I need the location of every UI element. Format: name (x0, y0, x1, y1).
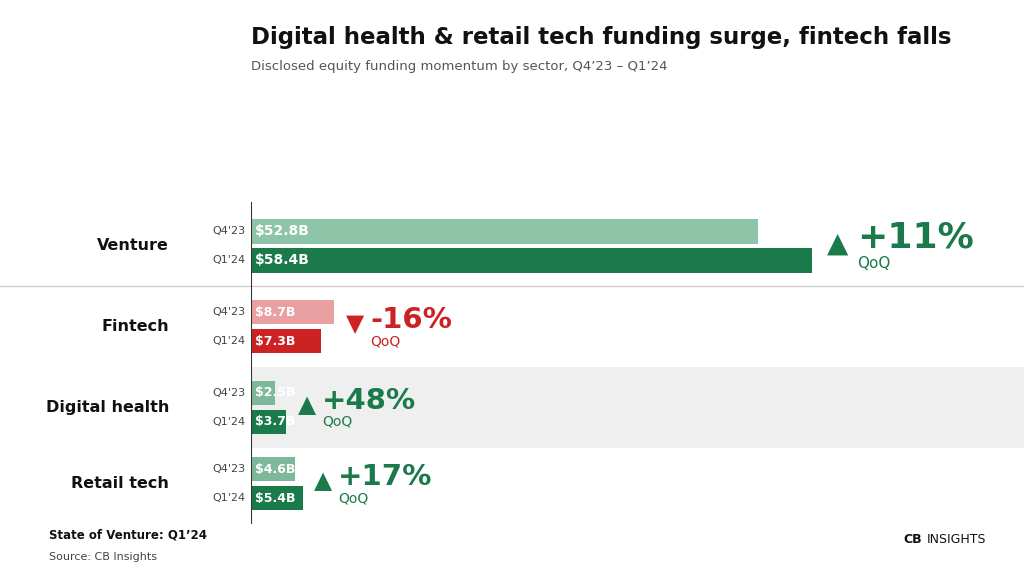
Text: $5.4B: $5.4B (255, 492, 295, 505)
Text: ▼: ▼ (346, 312, 365, 336)
Text: +48%: +48% (322, 386, 416, 415)
Text: Q1'24: Q1'24 (212, 256, 245, 266)
Text: $4.6B: $4.6B (255, 463, 295, 476)
Text: Digital health & retail tech funding surge, fintech falls: Digital health & retail tech funding sur… (251, 26, 951, 49)
Text: QoQ: QoQ (857, 256, 891, 271)
Text: QoQ: QoQ (338, 491, 369, 505)
Text: INSIGHTS: INSIGHTS (927, 533, 986, 546)
Bar (870, 544, 891, 548)
Text: -16%: -16% (370, 306, 452, 334)
Bar (251, 367, 1024, 448)
Bar (251, 457, 295, 482)
Text: Q4'23: Q4'23 (212, 307, 245, 317)
Text: Q4'23: Q4'23 (212, 226, 245, 236)
Bar (251, 381, 274, 405)
Text: $2.5B: $2.5B (255, 386, 295, 399)
Bar (82, 34, 93, 73)
Text: CB: CB (903, 533, 922, 546)
Bar (879, 537, 883, 556)
Text: Q4'23: Q4'23 (212, 388, 245, 397)
Text: ▲: ▲ (826, 229, 848, 257)
Bar (251, 300, 335, 324)
Text: Q1'24: Q1'24 (212, 494, 245, 503)
Text: Q4'23: Q4'23 (212, 464, 245, 474)
Text: Retail tech: Retail tech (72, 476, 169, 491)
Bar (63, 48, 113, 57)
Text: +11%: +11% (857, 221, 974, 255)
Text: ▲: ▲ (314, 469, 333, 494)
Text: $3.7B: $3.7B (255, 415, 295, 428)
Text: $7.3B: $7.3B (255, 335, 295, 347)
Bar (251, 329, 322, 353)
Text: Q1'24: Q1'24 (212, 417, 245, 427)
Text: Digital health: Digital health (46, 400, 169, 415)
Text: State of Venture: Q1’24: State of Venture: Q1’24 (49, 528, 207, 541)
Bar (251, 410, 287, 434)
Text: $8.7B: $8.7B (255, 306, 295, 319)
Bar (251, 486, 303, 510)
Bar (251, 248, 812, 272)
Text: $52.8B: $52.8B (255, 225, 309, 238)
Text: Source: CB Insights: Source: CB Insights (49, 552, 157, 562)
Text: QoQ: QoQ (322, 415, 352, 429)
Text: Venture: Venture (97, 238, 169, 253)
Text: +17%: +17% (338, 463, 433, 491)
Text: Disclosed equity funding momentum by sector, Q4’23 – Q1’24: Disclosed equity funding momentum by sec… (251, 60, 668, 74)
Text: $58.4B: $58.4B (255, 253, 309, 267)
Text: Q1'24: Q1'24 (212, 336, 245, 346)
Bar (251, 219, 759, 244)
Text: ▲: ▲ (298, 393, 316, 417)
Text: Fintech: Fintech (101, 319, 169, 334)
Text: QoQ: QoQ (370, 334, 400, 348)
